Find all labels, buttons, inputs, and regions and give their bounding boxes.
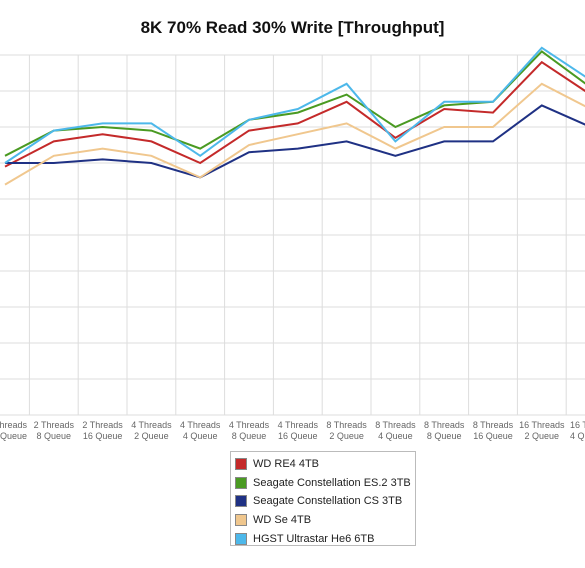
x-tick-label-line2: 2 Queue [329,431,364,441]
x-tick-label-line2: 4 Queue [378,431,413,441]
x-tick-label: 4 Threads 16 Queue [278,420,319,441]
legend-label-seagate-es2: Seagate Constellation ES.2 3TB [253,476,411,489]
chart-legend: WD RE4 4TB Seagate Constellation ES.2 3T… [230,451,416,546]
x-tick-label-line2: 8 Queue [232,431,267,441]
x-tick-label: 2 Threads 16 Queue [82,420,123,441]
x-tick-label-line2: 16 Queue [83,431,123,441]
x-tick-label-line1: 8 Threads [473,420,514,430]
legend-swatch-seagate-cs [235,495,247,508]
x-tick-label-line1: 2 Threads [34,420,75,430]
x-tick-label-line1: 4 Threads [131,420,172,430]
x-tick-label: 4 Threads 4 Queue [180,420,221,441]
x-tick-label-line1: 2 Threads [82,420,123,430]
grid-lines [0,54,585,416]
x-tick-label-line1: 8 Threads [424,420,465,430]
series-line-seagate-constellation-cs-3tb [5,104,585,179]
x-tick-label: 8 Threads 16 Queue [473,420,514,441]
x-tick-label-line2: 2 Queue [134,431,169,441]
x-tick-label-line2: 2 Queue [525,431,560,441]
x-tick-label-line1: 4 Threads [180,420,221,430]
x-tick-label: 8 Threads 4 Queue [375,420,416,441]
legend-swatch-seagate-es2 [235,476,247,489]
x-tick-label-line1: 16 T [570,420,585,430]
x-tick-label-line1: 16 Threads [519,420,565,430]
legend-label-wd-re4: WD RE4 4TB [253,458,320,471]
x-tick-label-line2: Queue [0,431,27,441]
legend-item-wd-se: WD Se 4TB [235,511,415,530]
x-tick-label-line2: 4 Q [570,431,585,441]
legend-item-seagate-es2: Seagate Constellation ES.2 3TB [235,474,415,493]
x-tick-label-line1: 4 Threads [278,420,319,430]
series-line-wd-re4-4tb [4,60,585,168]
x-tick-label: 8 Threads 2 Queue [326,420,367,441]
legend-swatch-hgst-he6 [235,532,247,545]
x-tick-label: 4 Threads 2 Queue [131,420,172,441]
x-tick-label: 4 Threads 8 Queue [229,420,270,441]
legend-swatch-wd-se [235,514,247,527]
x-tick-label-line1: 8 Threads [326,420,367,430]
x-tick-label: hreads Queue [0,420,27,441]
series-line-seagate-constellation-es-2-3tb [4,50,585,157]
x-tick-label: 16 T4 Q [570,420,585,441]
series-line-hgst-ultrastar-he6-6tb [4,46,585,164]
x-tick-label-line1: 8 Threads [375,420,416,430]
legend-item-seagate-cs: Seagate Constellation CS 3TB [235,492,415,511]
x-tick-label-line1: hreads [0,420,27,430]
x-tick-label-line2: 8 Queue [37,431,72,441]
x-tick-label: 16 Threads 2 Queue [519,420,565,441]
series-line-wd-se-4tb [4,82,585,186]
x-tick-label-line1: 4 Threads [229,420,270,430]
legend-label-hgst-he6: HGST Ultrastar He6 6TB [253,532,375,545]
legend-item-wd-re4: WD RE4 4TB [235,455,415,474]
x-tick-label: 2 Threads 8 Queue [34,420,75,441]
x-tick-label-line2: 16 Queue [278,431,318,441]
x-tick-label-line2: 4 Queue [183,431,218,441]
series-lines [4,46,585,186]
legend-label-wd-se: WD Se 4TB [253,514,312,527]
chart-title: 8K 70% Read 30% Write [Throughput] [140,18,445,37]
legend-swatch-wd-re4 [235,458,247,471]
x-tick-label-line2: 16 Queue [473,431,513,441]
x-tick-label: 8 Threads 8 Queue [424,420,465,441]
legend-item-hgst-he6: HGST Ultrastar He6 6TB [235,529,415,548]
x-tick-label-line2: 8 Queue [427,431,462,441]
legend-label-seagate-cs: Seagate Constellation CS 3TB [253,495,403,508]
